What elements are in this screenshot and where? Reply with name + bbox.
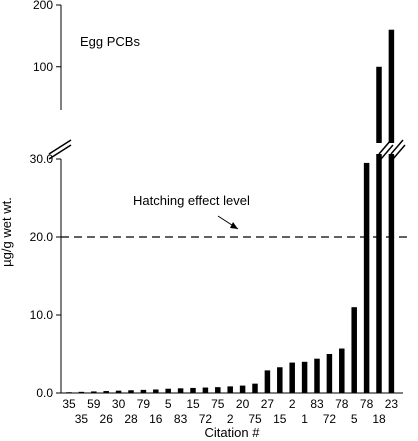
y-tick-label: 30.0	[30, 152, 54, 166]
bar	[289, 362, 295, 393]
y-tick-label: 100	[33, 60, 53, 74]
reference-line-label: Hatching effect level	[133, 193, 250, 208]
y-axis-label: µg/g wet wt.	[0, 197, 14, 267]
bar	[66, 392, 72, 394]
bar	[239, 385, 246, 393]
bar	[177, 388, 184, 393]
bar	[301, 361, 308, 393]
x-tick-label: 75	[211, 397, 225, 411]
chart-title: Egg PCBs	[80, 34, 140, 49]
x-tick-label: 83	[310, 397, 324, 411]
bar	[153, 389, 159, 393]
bar	[190, 387, 196, 393]
bar	[165, 388, 171, 393]
y-tick-label: 20.0	[30, 230, 54, 244]
y-tick-label: 10.0	[30, 308, 54, 322]
x-tick-label: 5	[165, 397, 172, 411]
x-tick-label: 2	[289, 397, 296, 411]
x-tick-label: 5	[351, 412, 358, 426]
bar	[215, 387, 221, 393]
x-tick-label: 35	[75, 412, 89, 426]
bar-upper	[376, 66, 382, 143]
bar	[140, 389, 147, 393]
bar	[115, 390, 122, 393]
x-axis-label: Citation #	[205, 425, 261, 440]
bar	[339, 348, 345, 393]
bar	[103, 391, 109, 393]
x-tick-label: 83	[174, 412, 188, 426]
bar	[376, 154, 382, 393]
bar	[78, 391, 85, 393]
x-tick-label: 1	[301, 412, 308, 426]
x-tick-label: 75	[248, 412, 262, 426]
bar	[388, 154, 395, 393]
x-tick-label: 79	[137, 397, 151, 411]
bar	[326, 354, 333, 393]
x-tick-label: 72	[323, 412, 337, 426]
x-tick-label: 2	[227, 412, 234, 426]
x-tick-label: 27	[261, 397, 275, 411]
x-tick-label: 20	[236, 397, 250, 411]
y-tick-label: 0.0	[36, 386, 53, 400]
x-tick-label: 15	[186, 397, 200, 411]
x-tick-label: 30	[112, 397, 126, 411]
x-tick-label: 78	[360, 397, 374, 411]
x-tick-label: 59	[87, 397, 101, 411]
bar	[314, 358, 320, 393]
bar-break-mark	[378, 139, 406, 160]
x-tick-label: 78	[335, 397, 349, 411]
bar	[252, 383, 258, 393]
x-tick-label: 16	[149, 412, 163, 426]
bar-upper	[388, 29, 395, 143]
x-tick-label: 35	[62, 397, 76, 411]
bar	[277, 367, 283, 393]
x-tick-label: 15	[273, 412, 287, 426]
bar	[264, 370, 271, 393]
y-tick-label: 200	[33, 0, 53, 12]
x-tick-label: 23	[385, 397, 399, 411]
bar	[227, 386, 233, 393]
x-tick-label: 18	[372, 412, 386, 426]
reference-arrow-head	[230, 222, 238, 229]
x-tick-label: 72	[199, 412, 213, 426]
bar	[351, 307, 357, 393]
bar	[202, 387, 209, 393]
y-axis-break-mark	[48, 139, 72, 160]
bar	[128, 390, 134, 393]
x-tick-label: 26	[100, 412, 114, 426]
bar	[91, 391, 97, 393]
x-tick-label: 28	[124, 412, 138, 426]
bar	[363, 162, 370, 393]
